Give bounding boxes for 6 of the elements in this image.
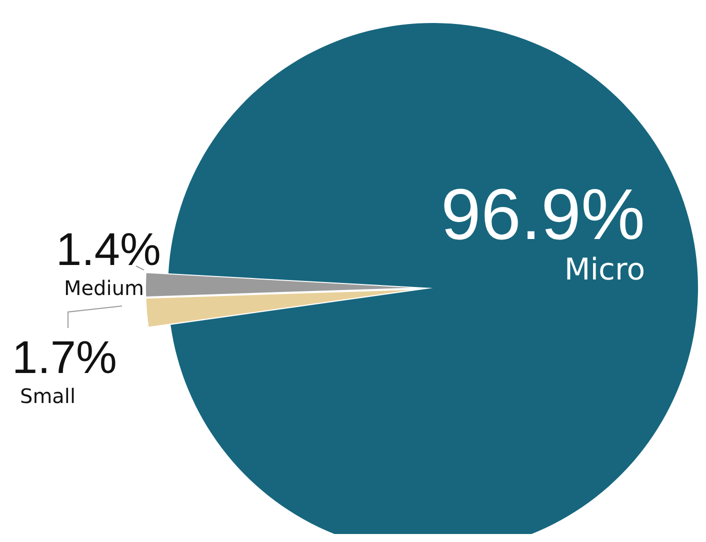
data-label: 1.4% [56,223,161,275]
data-label: 96.9% [440,175,646,255]
data-label: 1.7% [12,331,117,383]
slice-label: Micro [564,252,646,288]
slice-label: Small [20,384,76,408]
slice-label: Medium [64,276,144,300]
